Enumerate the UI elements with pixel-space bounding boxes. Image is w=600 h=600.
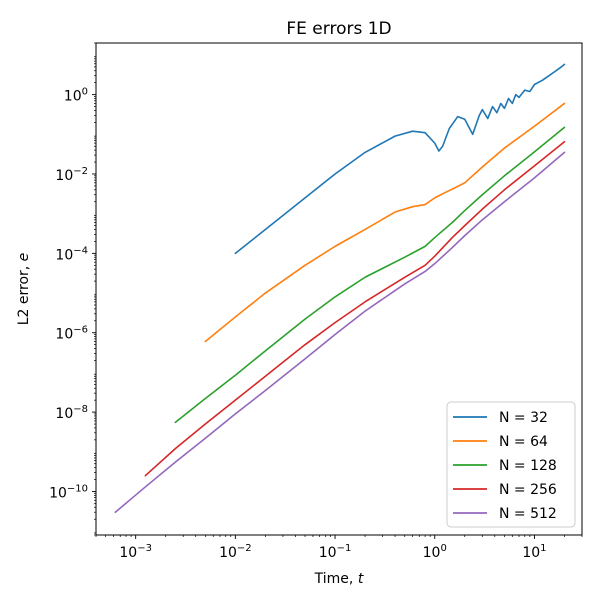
series-lines — [114, 63, 566, 514]
legend-label-1: N = 32 — [499, 410, 548, 426]
series-line-1 — [234, 63, 566, 255]
legend-label-3: N = 128 — [499, 458, 557, 474]
legend-label-4: N = 256 — [499, 482, 557, 498]
y-tick-label: 100 — [64, 87, 88, 105]
x-axis-label: Time, t — [314, 571, 364, 587]
y-tick-label: 10−4 — [55, 245, 88, 263]
x-tick-label: 10−1 — [319, 543, 352, 561]
x-axis-label-text: Time, — [314, 571, 358, 587]
series-line-3 — [174, 126, 566, 424]
x-tick-label: 10−2 — [219, 543, 252, 561]
y-tick-label: 10−2 — [55, 166, 88, 184]
series-line-4 — [144, 140, 566, 477]
y-axis-label-text: L2 error, — [16, 261, 32, 325]
x-tick-label: 101 — [522, 543, 546, 561]
legend-label-2: N = 64 — [499, 434, 548, 450]
y-tick-label: 10−6 — [55, 325, 88, 343]
plot-area — [95, 42, 583, 536]
x-tick-label: 100 — [423, 543, 447, 561]
legend-box — [446, 401, 576, 528]
y-axis-label: L2 error, e — [16, 253, 32, 326]
y-axis-label-symbol: e — [16, 253, 32, 262]
x-axis-label-symbol: t — [358, 571, 364, 587]
y-tick-label: 10−8 — [55, 404, 88, 422]
x-axis-ticks: 10−3 10−2 10−1 100 101 — [95, 535, 583, 561]
y-axis-ticks: 10−10 10−8 10−6 10−4 10−2 100 — [49, 42, 96, 536]
legend-label-5: N = 512 — [499, 506, 557, 522]
series-line-2 — [204, 102, 566, 343]
x-tick-label: 10−3 — [119, 543, 152, 561]
chart-title: FE errors 1D — [286, 19, 391, 39]
legend-items: N = 32 N = 64 N = 128 N = 256 N = 512 — [453, 410, 557, 522]
axes-frame — [95, 42, 583, 536]
series-line-5 — [114, 151, 566, 514]
y-tick-label: 10−10 — [49, 483, 88, 501]
legend: N = 32 N = 64 N = 128 N = 256 N = 512 — [446, 401, 576, 528]
